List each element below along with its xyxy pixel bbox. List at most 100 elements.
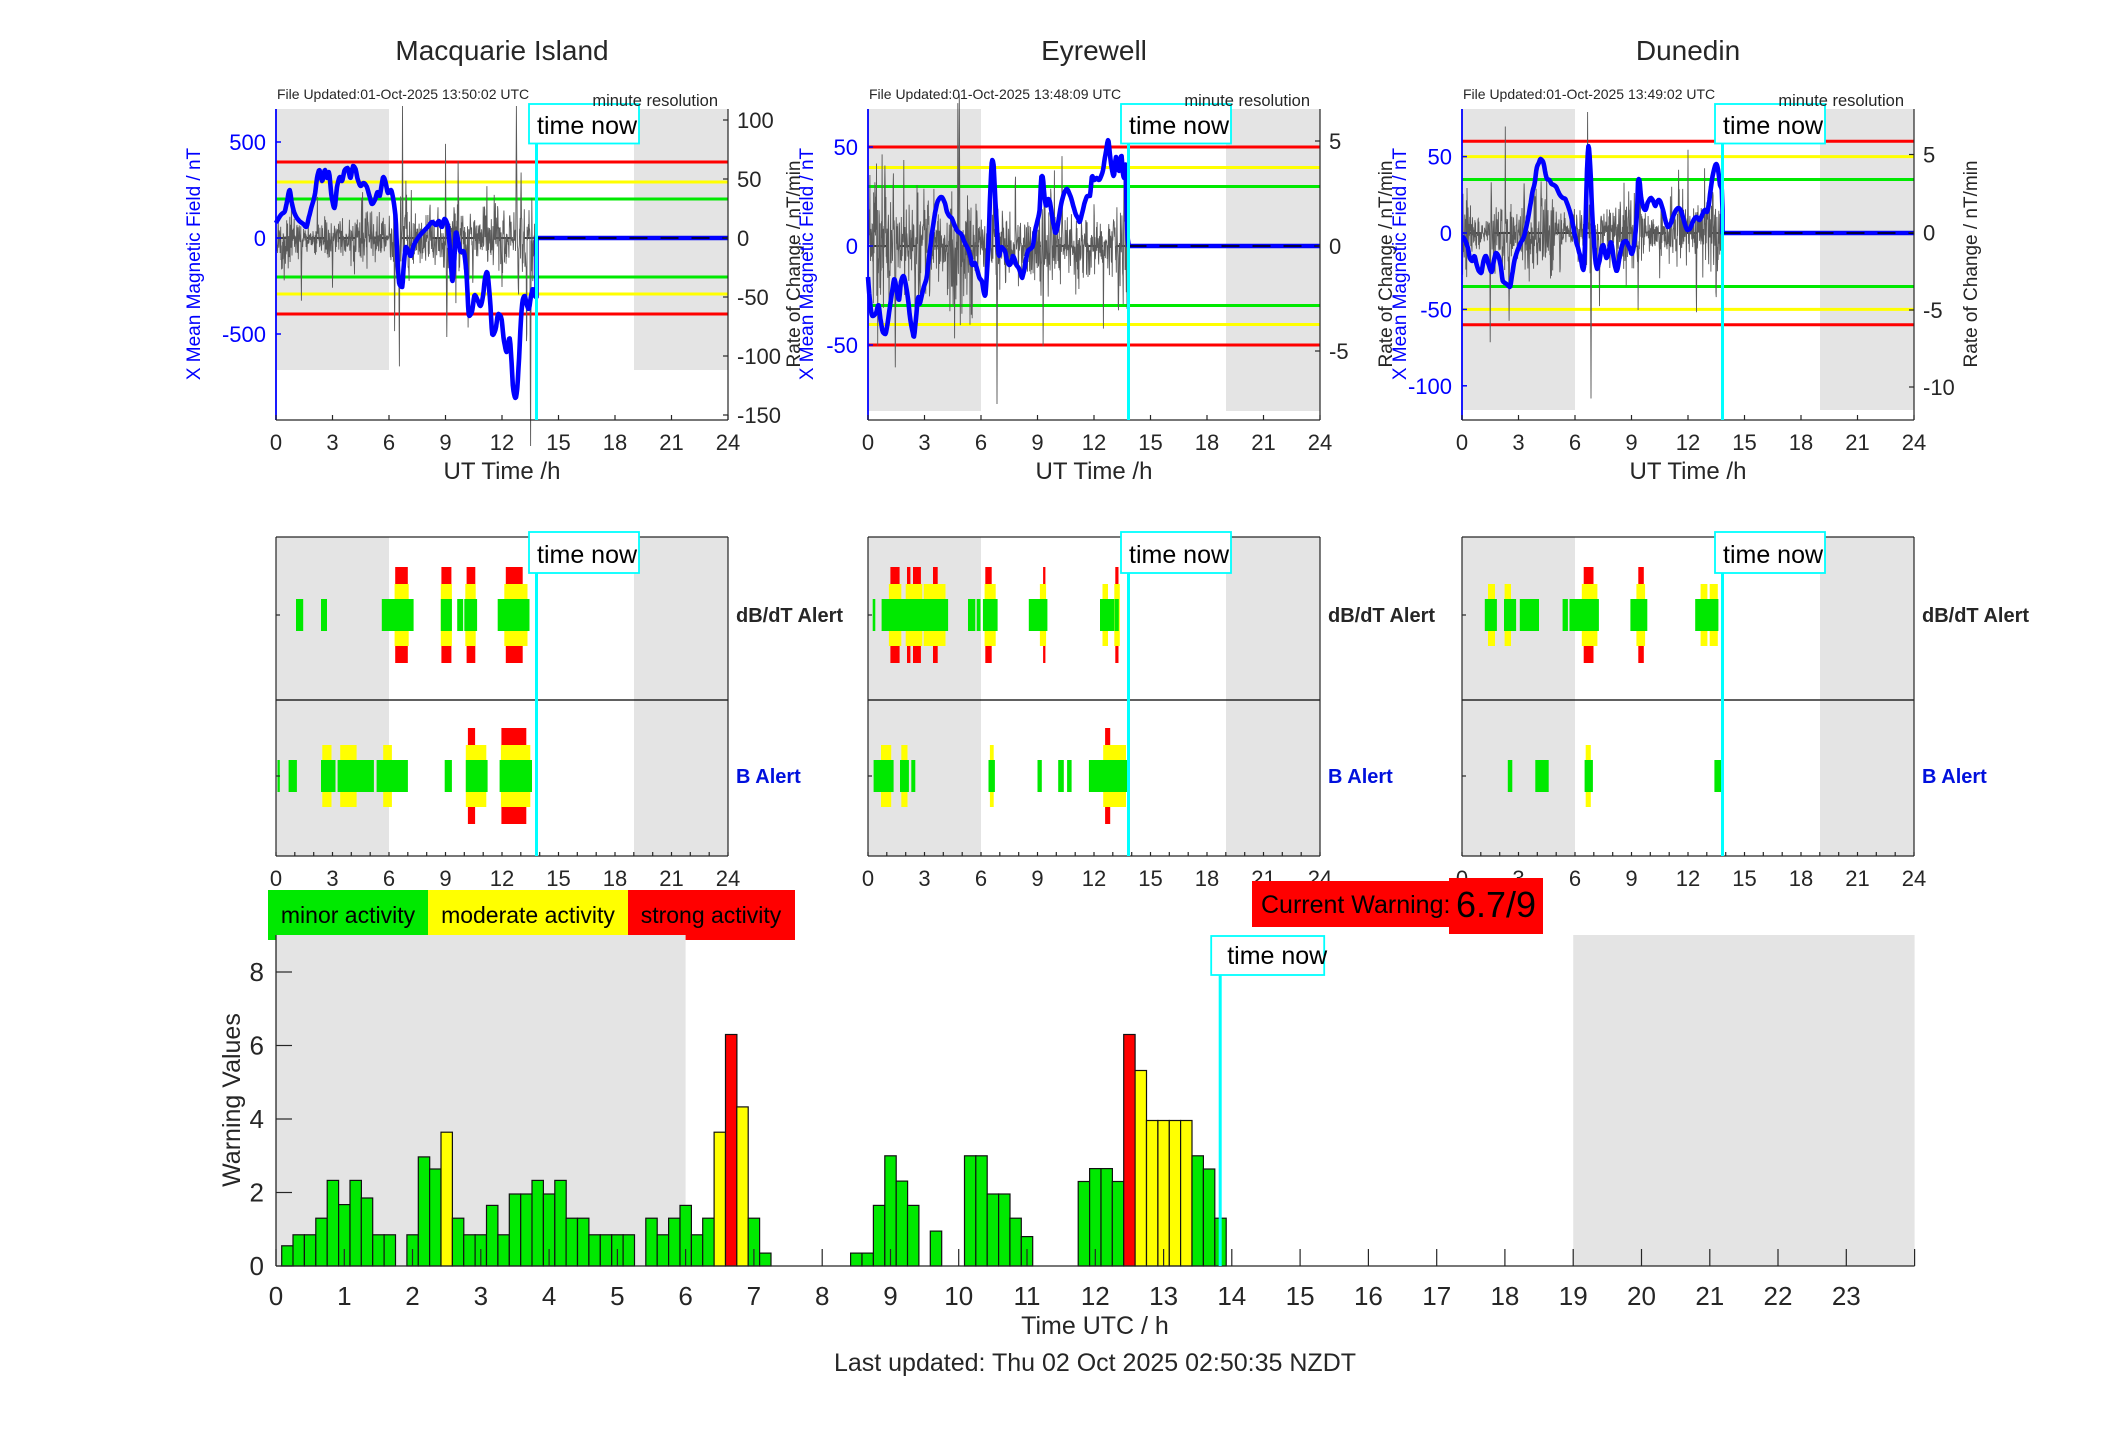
svg-text:X Mean Magnetic Field / nT: X Mean Magnetic Field / nT bbox=[184, 147, 205, 380]
svg-text:18: 18 bbox=[1195, 866, 1219, 891]
svg-text:18: 18 bbox=[1490, 1281, 1519, 1311]
svg-text:24: 24 bbox=[1902, 430, 1926, 455]
svg-text:18: 18 bbox=[1195, 430, 1219, 455]
svg-text:15: 15 bbox=[546, 430, 570, 455]
svg-text:17: 17 bbox=[1422, 1281, 1451, 1311]
svg-text:0: 0 bbox=[269, 1281, 283, 1311]
svg-text:18: 18 bbox=[603, 866, 627, 891]
svg-text:50: 50 bbox=[1428, 145, 1452, 170]
svg-text:dB/dT Alert: dB/dT Alert bbox=[736, 605, 843, 627]
svg-text:-500: -500 bbox=[222, 322, 266, 347]
svg-text:minute resolution: minute resolution bbox=[1184, 92, 1310, 110]
svg-text:6: 6 bbox=[975, 430, 987, 455]
svg-text:Rate of Change / nT/min: Rate of Change / nT/min bbox=[1961, 161, 1982, 368]
svg-text:21: 21 bbox=[1845, 866, 1869, 891]
svg-text:21: 21 bbox=[1695, 1281, 1724, 1311]
svg-text:-5: -5 bbox=[1923, 298, 1943, 323]
svg-text:Rate of Change / nT/min: Rate of Change / nT/min bbox=[784, 161, 805, 368]
svg-text:100: 100 bbox=[737, 108, 774, 133]
svg-text:4: 4 bbox=[542, 1281, 556, 1311]
svg-text:12: 12 bbox=[1676, 866, 1700, 891]
svg-text:50: 50 bbox=[737, 167, 761, 192]
svg-text:time now: time now bbox=[1129, 112, 1230, 140]
svg-text:6: 6 bbox=[678, 1281, 692, 1311]
svg-text:21: 21 bbox=[1251, 430, 1275, 455]
svg-text:21: 21 bbox=[659, 866, 683, 891]
svg-text:6: 6 bbox=[975, 866, 987, 891]
svg-text:12: 12 bbox=[1081, 1281, 1110, 1311]
svg-text:Rate of Change / nT/min: Rate of Change / nT/min bbox=[1376, 161, 1397, 368]
svg-text:3: 3 bbox=[918, 866, 930, 891]
svg-text:X Mean Magnetic Field / nT: X Mean Magnetic Field / nT bbox=[797, 147, 818, 380]
svg-text:22: 22 bbox=[1764, 1281, 1793, 1311]
svg-text:23: 23 bbox=[1832, 1281, 1861, 1311]
svg-text:Dunedin: Dunedin bbox=[1636, 35, 1740, 66]
svg-text:9: 9 bbox=[1625, 866, 1637, 891]
svg-text:9: 9 bbox=[439, 430, 451, 455]
svg-text:0: 0 bbox=[1440, 221, 1452, 246]
svg-text:time now: time now bbox=[537, 541, 638, 569]
svg-text:time now: time now bbox=[537, 112, 638, 140]
svg-text:50: 50 bbox=[834, 135, 858, 160]
svg-text:0: 0 bbox=[862, 430, 874, 455]
svg-text:24: 24 bbox=[1308, 430, 1332, 455]
svg-text:6: 6 bbox=[1569, 430, 1581, 455]
svg-text:time now: time now bbox=[1129, 541, 1230, 569]
svg-text:16: 16 bbox=[1354, 1281, 1383, 1311]
svg-text:9: 9 bbox=[1031, 866, 1043, 891]
svg-text:15: 15 bbox=[1286, 1281, 1315, 1311]
svg-text:24: 24 bbox=[716, 866, 740, 891]
svg-text:6.7/9: 6.7/9 bbox=[1456, 884, 1536, 925]
svg-text:15: 15 bbox=[1732, 866, 1756, 891]
svg-text:11: 11 bbox=[1014, 1281, 1041, 1311]
svg-text:0: 0 bbox=[1456, 430, 1468, 455]
svg-text:time now: time now bbox=[1723, 112, 1824, 140]
svg-text:21: 21 bbox=[659, 430, 683, 455]
svg-text:strong activity: strong activity bbox=[641, 902, 782, 928]
svg-text:-5: -5 bbox=[1329, 339, 1349, 364]
svg-text:10: 10 bbox=[944, 1281, 973, 1311]
svg-text:8: 8 bbox=[815, 1281, 829, 1311]
svg-text:UT Time /h: UT Time /h bbox=[1630, 458, 1747, 485]
svg-text:0: 0 bbox=[862, 866, 874, 891]
svg-text:14: 14 bbox=[1217, 1281, 1246, 1311]
svg-text:Last updated: Thu 02 Oct 2025: Last updated: Thu 02 Oct 2025 02:50:35 N… bbox=[834, 1349, 1356, 1377]
svg-text:-50: -50 bbox=[737, 285, 769, 310]
svg-text:9: 9 bbox=[1625, 430, 1637, 455]
svg-text:-100: -100 bbox=[737, 344, 781, 369]
svg-text:12: 12 bbox=[1676, 430, 1700, 455]
svg-text:Eyrewell: Eyrewell bbox=[1041, 35, 1147, 66]
svg-text:moderate activity: moderate activity bbox=[441, 902, 615, 928]
svg-text:20: 20 bbox=[1627, 1281, 1656, 1311]
svg-text:File Updated:01-Oct-2025 13:50: File Updated:01-Oct-2025 13:50:02 UTC bbox=[277, 86, 529, 102]
svg-text:9: 9 bbox=[439, 866, 451, 891]
svg-text:dB/dT Alert: dB/dT Alert bbox=[1922, 605, 2029, 627]
svg-text:12: 12 bbox=[1082, 866, 1106, 891]
svg-text:7: 7 bbox=[747, 1281, 761, 1311]
svg-text:-50: -50 bbox=[1420, 297, 1452, 322]
svg-text:0: 0 bbox=[270, 866, 282, 891]
svg-text:3: 3 bbox=[474, 1281, 488, 1311]
svg-text:Time UTC / h: Time UTC / h bbox=[1021, 1312, 1169, 1340]
svg-text:time now: time now bbox=[1227, 942, 1328, 970]
svg-text:minor activity: minor activity bbox=[281, 902, 416, 928]
svg-text:15: 15 bbox=[1732, 430, 1756, 455]
svg-text:B Alert: B Alert bbox=[736, 766, 801, 788]
svg-text:6: 6 bbox=[250, 1031, 264, 1061]
svg-text:minute resolution: minute resolution bbox=[1778, 92, 1904, 110]
svg-text:15: 15 bbox=[1138, 866, 1162, 891]
svg-text:24: 24 bbox=[1902, 866, 1926, 891]
svg-text:-100: -100 bbox=[1408, 374, 1452, 399]
svg-text:15: 15 bbox=[546, 866, 570, 891]
svg-text:19: 19 bbox=[1559, 1281, 1588, 1311]
svg-text:dB/dT Alert: dB/dT Alert bbox=[1328, 605, 1435, 627]
svg-text:0: 0 bbox=[250, 1251, 264, 1281]
svg-text:2: 2 bbox=[405, 1281, 419, 1311]
svg-text:21: 21 bbox=[1845, 430, 1869, 455]
svg-text:12: 12 bbox=[490, 430, 514, 455]
svg-text:Warning Values: Warning Values bbox=[218, 1013, 246, 1187]
svg-text:-150: -150 bbox=[737, 403, 781, 428]
svg-text:Macquarie Island: Macquarie Island bbox=[395, 35, 608, 66]
svg-text:B Alert: B Alert bbox=[1328, 766, 1393, 788]
svg-text:1: 1 bbox=[337, 1281, 351, 1311]
